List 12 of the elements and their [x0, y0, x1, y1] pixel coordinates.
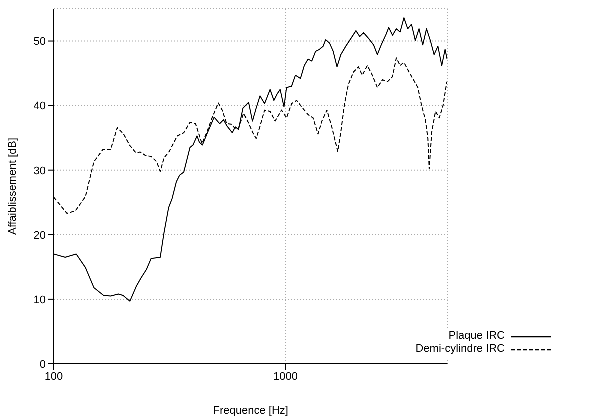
y-axis-title: Affaiblissement [dB]	[6, 138, 19, 236]
y-tick-label: 30	[34, 165, 46, 178]
x-tick-label: 100	[44, 370, 64, 383]
y-tick-label: 0	[40, 358, 46, 371]
legend-label: Plaque IRC	[448, 330, 505, 343]
y-tick-label: 20	[34, 230, 46, 242]
y-tick-label: 10	[34, 294, 46, 306]
y-tick-label: 50	[34, 36, 46, 48]
x-tick-label: 1000	[274, 370, 298, 383]
y-tick-label: 40	[34, 100, 46, 113]
x-axis-title: Frequence [Hz]	[213, 405, 288, 417]
legend-label: Demi-cylindre IRC	[416, 343, 505, 356]
